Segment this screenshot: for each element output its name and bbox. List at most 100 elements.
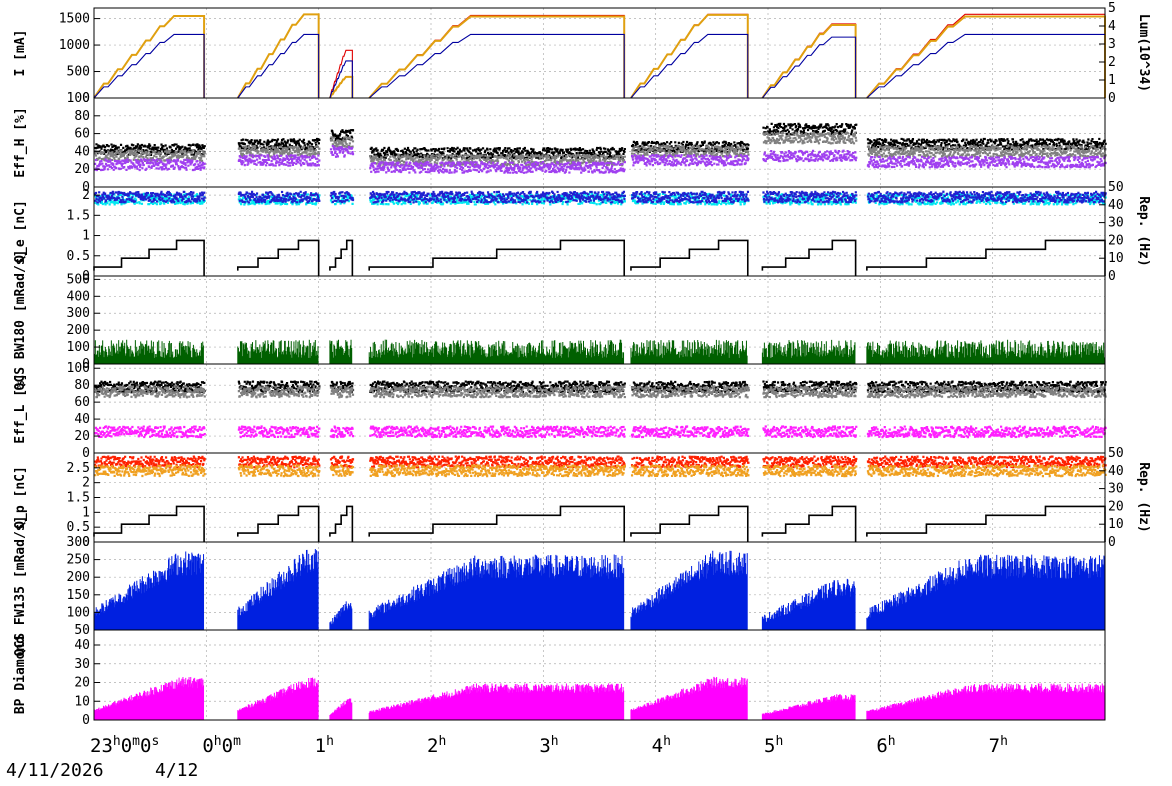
series-points [369,190,626,204]
rep-rate-line [761,505,857,542]
series-bars [329,601,353,630]
series-bars [368,339,625,364]
rep-rate-line [368,239,626,276]
y-tick-label: 500 [67,272,90,287]
right-tick-label: 0 [1108,269,1116,284]
panel-eff_l: 0 20 40 60 80 100 Eff_L [%] [13,361,1107,461]
right-tick-label: 4 [1108,19,1116,34]
series-bars [368,683,625,720]
series-points [762,190,858,204]
time-tick-part: 0 [121,735,132,757]
time-tick-part: s [151,734,159,749]
series-points [762,464,858,478]
right-tick-label: 2 [1108,55,1116,70]
series-line [236,13,320,99]
time-tick-label: 1h [315,734,334,758]
series-points [369,385,626,399]
right-tick-label: 0 [1108,535,1116,550]
y-tick-label: 1.5 [67,208,90,223]
panel-data [94,122,1107,174]
y-tick-label: 200 [67,570,90,585]
panel-data [94,380,1107,439]
series-points [762,425,858,439]
panel-data [93,455,1107,542]
series-points [329,144,355,158]
y-tick-label: 1000 [59,38,90,53]
y-tick-label: 1.5 [67,491,90,506]
rep-rate-line [236,505,320,542]
time-tick-part: h [214,734,222,749]
date-label-next: 4/12 [155,760,198,781]
series-bars [237,339,319,364]
time-tick-part: h [113,734,121,749]
series-points [630,144,750,158]
y-tick-label: 40 [74,638,90,653]
y-tick-label: 100 [67,361,90,376]
y-tick-label: 1500 [59,12,90,27]
y-axis-label: Q_p [nC] [13,466,28,529]
y-tick-label: 0 [82,91,90,106]
series-bars [630,550,748,630]
time-tick-part: 7 [989,735,1000,757]
series-points [762,122,858,136]
right-tick-label: 0 [1108,91,1116,106]
series-points [866,190,1107,204]
y-tick-label: 20 [74,429,90,444]
panel-bp_diamond: 0 10 20 30 40 BP Diamond [13,629,1106,728]
series-points [630,425,750,439]
y-tick-label: 0 [82,269,90,284]
series-bars [761,578,856,630]
rep-rate-line [329,505,354,542]
y-tick-label: 200 [67,323,90,338]
series-points [630,190,750,204]
date-label-start: 4/11/2026 [6,760,104,781]
series-bars [630,676,748,720]
series-line [93,14,206,99]
y-tick-label: 1 [82,229,90,244]
series-bars [866,339,1105,364]
series-points [762,149,858,163]
right-tick-label: 30 [1108,482,1124,497]
series-bars [237,548,319,630]
y-tick-label: 500 [67,65,90,80]
series-points [369,464,626,478]
series-bars [761,339,856,364]
panel-qe: 0 0.5 1 1.5 2 Q_e [nC] 0 10 20 30 40 50 Rep. (Hz) [13,180,1151,284]
y-axis-label: Eff_L [%] [13,373,28,443]
rep-rate-line [630,239,749,276]
rep-rate-line [630,505,749,542]
series-points [369,160,626,174]
series-bars [630,339,748,364]
panel-frame [93,629,1106,721]
rep-rate-line [866,239,1106,276]
time-tick-part: h [663,734,671,749]
series-points [237,425,321,439]
series-points [762,385,858,399]
time-tick-label: 3h [539,734,558,758]
right-axis-label: Rep. (Hz) [1136,196,1151,266]
y-tick-label: 100 [67,91,90,106]
y-tick-label: 1 [82,505,90,520]
rep-rate-line [368,505,626,542]
series-points [237,385,321,399]
rep-rate-line [761,239,857,276]
y-tick-label: 250 [67,553,90,568]
time-tick-part: 4 [652,735,663,757]
y-tick-label: 300 [67,535,90,550]
series-line [761,36,857,99]
series-points [94,190,206,204]
right-tick-label: 10 [1108,251,1124,266]
series-points [94,158,206,172]
time-tick-part: h [1000,734,1008,749]
y-tick-label: 30 [74,657,90,672]
y-axis-label: Eff_H [%] [13,107,28,177]
time-tick-part: 3 [539,735,550,757]
series-points [94,425,206,439]
y-tick-label: 0 [82,357,90,372]
series-bars [329,339,353,364]
time-tick-part: h [775,734,783,749]
y-tick-label: 10 [74,694,90,709]
series-line [329,60,353,99]
right-tick-label: 10 [1108,517,1124,532]
